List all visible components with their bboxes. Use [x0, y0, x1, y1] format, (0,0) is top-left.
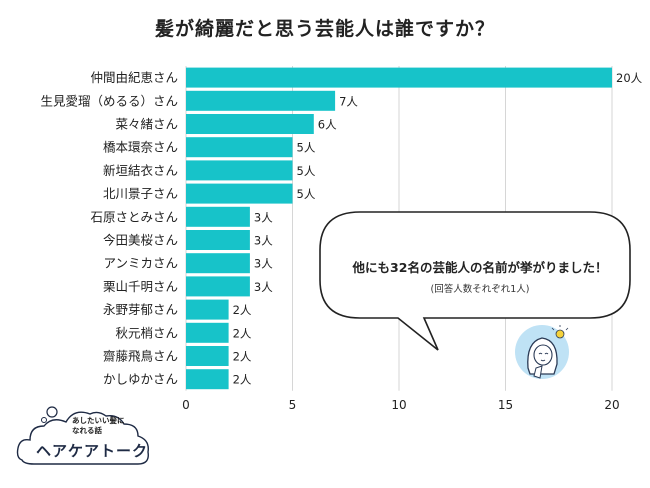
bar-2: [186, 114, 314, 134]
category-labels: 仲間由紀恵さん生見愛瑠（めるる）さん菜々緒さん橋本環奈さん新垣結衣さん北川景子さ…: [40, 70, 178, 387]
x-tick-label-3: 15: [498, 398, 513, 412]
bar-4: [186, 160, 293, 181]
value-label-2: 6人: [318, 118, 337, 132]
bar-13: [186, 369, 229, 390]
bar-8: [186, 253, 250, 274]
bar-0: [186, 67, 612, 88]
bar-6: [186, 206, 250, 227]
value-label-12: 2人: [233, 350, 252, 364]
bars: [186, 67, 612, 390]
category-label-11: 秋元梢さん: [115, 325, 178, 340]
x-tick-label-2: 10: [391, 398, 406, 412]
category-label-1: 生見愛瑠（めるる）さん: [40, 93, 178, 108]
category-label-5: 北川景子さん: [103, 186, 178, 201]
bar-7: [186, 230, 250, 250]
category-label-13: かしゆかさん: [103, 372, 178, 387]
category-label-2: 菜々緒さん: [115, 117, 178, 132]
x-tick-label-4: 20: [604, 398, 619, 412]
bar-3: [186, 137, 293, 158]
woman-avatar-icon: [515, 325, 569, 379]
category-label-8: アンミカさん: [103, 256, 178, 271]
value-label-13: 2人: [233, 373, 252, 387]
x-tick-label-0: 0: [182, 398, 190, 412]
logo-tagline-2: なれる話: [72, 426, 102, 435]
bar-11: [186, 322, 229, 343]
bubble-main-text: 他にも32名の芸能人の名前が挙がりました！: [352, 260, 608, 275]
category-label-9: 栗山千明さん: [103, 279, 178, 294]
value-label-4: 5人: [297, 164, 316, 178]
value-label-6: 3人: [254, 210, 273, 224]
value-label-11: 2人: [233, 326, 252, 340]
category-label-3: 橋本環奈さん: [103, 140, 178, 155]
hair-care-talk-logo: [16, 406, 149, 465]
value-label-7: 3人: [254, 234, 273, 248]
category-label-7: 今田美桜さん: [103, 233, 178, 248]
value-label-10: 2人: [233, 303, 252, 317]
value-label-9: 3人: [254, 280, 273, 294]
logo-tagline: あしたいい髪に なれる話: [72, 416, 172, 436]
category-label-0: 仲間由紀恵さん: [90, 70, 178, 85]
bubble-note-text: (回答人数それぞれ1人): [430, 284, 530, 295]
bar-10: [186, 299, 229, 320]
value-label-3: 5人: [297, 141, 316, 155]
x-tick-label-1: 5: [289, 398, 297, 412]
bar-9: [186, 276, 250, 297]
category-label-4: 新垣結衣さん: [103, 163, 178, 178]
bar-12: [186, 346, 229, 366]
logo-name: ヘアケアトーク: [36, 442, 149, 460]
category-label-6: 石原さとみさん: [90, 209, 178, 224]
value-label-5: 5人: [297, 187, 316, 201]
value-label-8: 3人: [254, 257, 273, 271]
category-label-10: 永野芽郁さん: [103, 302, 178, 317]
bar-5: [186, 183, 293, 204]
value-label-0: 20人: [616, 71, 643, 85]
logo-tagline-1: あしたいい髪に: [72, 416, 125, 425]
bar-1: [186, 90, 336, 111]
x-tick-labels: 0 5 10 15 20: [182, 398, 619, 412]
category-label-12: 齋藤飛鳥さん: [103, 349, 178, 364]
value-label-1: 7人: [339, 94, 358, 108]
chart-title: 髪が綺麗だと思う芸能人は誰ですか？: [154, 18, 495, 40]
